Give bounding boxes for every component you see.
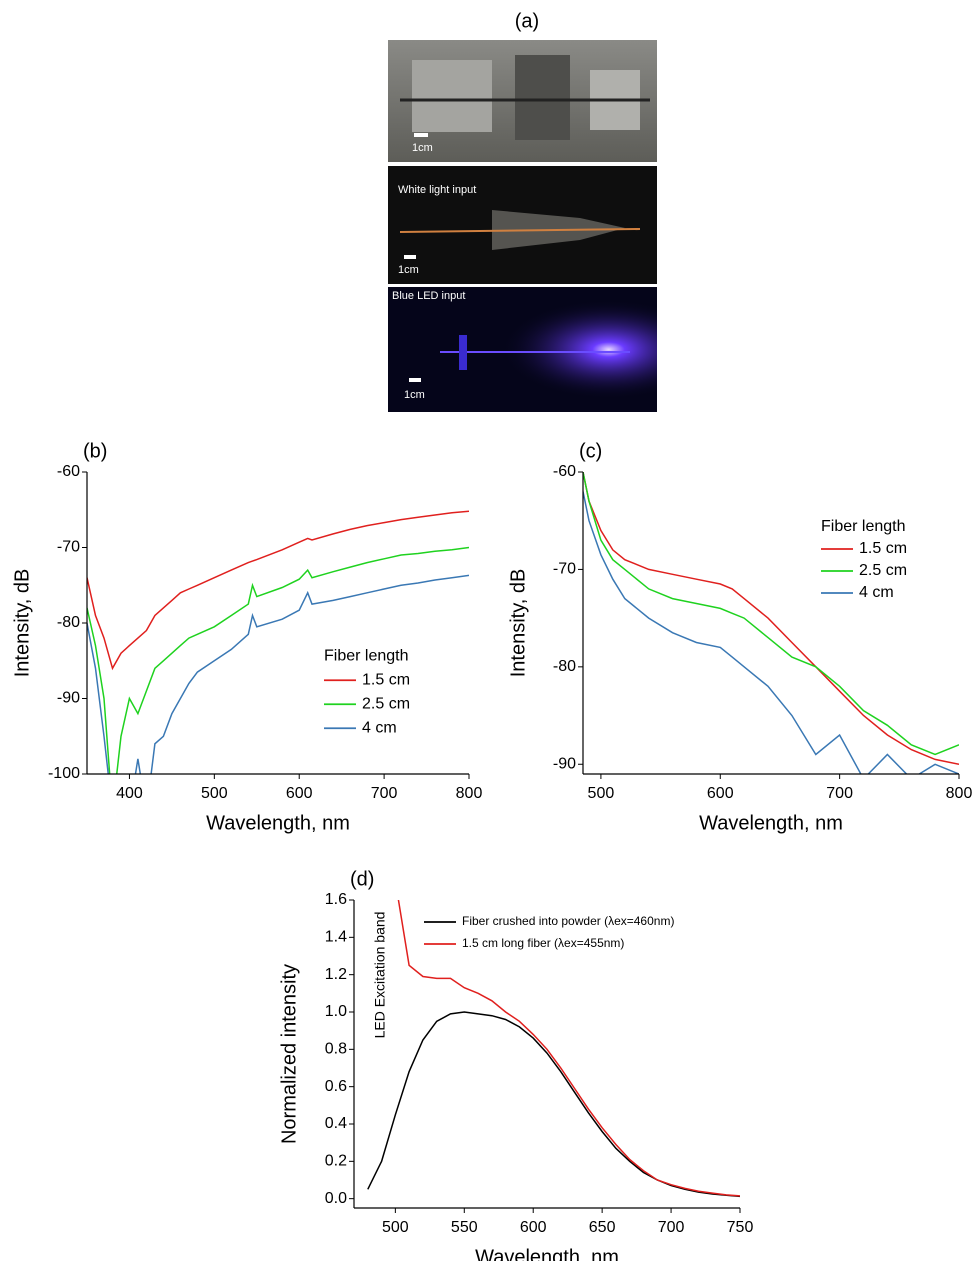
series-line xyxy=(367,1011,740,1198)
y-tick-label: 1.0 xyxy=(325,1003,347,1020)
y-axis-label: Intensity, dB xyxy=(11,569,33,678)
x-tick-label: 400 xyxy=(116,785,143,802)
y-tick-label: -90 xyxy=(553,755,576,772)
x-tick-label: 600 xyxy=(520,1219,547,1236)
scale-bar-label: 1cm xyxy=(404,389,425,401)
series-line xyxy=(583,491,959,774)
x-axis-label: Wavelength, nm xyxy=(206,812,350,834)
plot-area xyxy=(367,900,740,1198)
series-line xyxy=(583,472,959,756)
x-tick-label: 800 xyxy=(946,785,973,802)
caption: White light input xyxy=(398,184,476,196)
x-tick-label: 750 xyxy=(727,1219,754,1236)
y-tick-label: 1.6 xyxy=(325,891,347,908)
series-line xyxy=(87,546,469,774)
series-line xyxy=(87,574,469,774)
legend-label: Fiber crushed into powder (λex=460nm) xyxy=(462,914,674,928)
x-tick-label: 700 xyxy=(371,785,398,802)
y-tick-label: 0.0 xyxy=(325,1190,347,1207)
y-tick-label: -90 xyxy=(57,690,80,707)
panel-label: (a) xyxy=(515,10,539,32)
legend-label: 1.5 cm xyxy=(859,540,907,557)
legend-label: 4 cm xyxy=(362,719,397,736)
x-tick-label: 800 xyxy=(456,785,483,802)
legend-title: Fiber length xyxy=(821,518,906,535)
y-tick-label: -70 xyxy=(553,561,576,578)
x-tick-label: 500 xyxy=(201,785,228,802)
x-tick-label: 600 xyxy=(286,785,313,802)
series-line xyxy=(397,900,740,1197)
x-axis-label: Wavelength, nm xyxy=(475,1246,619,1261)
y-tick-label: 1.4 xyxy=(325,929,347,946)
photo-setup: 1cm xyxy=(388,40,657,162)
x-axis-label: Wavelength, nm xyxy=(699,812,843,834)
x-tick-label: 500 xyxy=(588,785,615,802)
y-tick-label: 0.6 xyxy=(325,1078,347,1095)
x-tick-label: 700 xyxy=(658,1219,685,1236)
panel-label: (b) xyxy=(83,440,107,462)
photo-white-light: White light input 1cm xyxy=(388,166,657,284)
y-tick-label: 0.2 xyxy=(325,1153,347,1170)
y-tick-label: 0.8 xyxy=(325,1041,347,1058)
y-tick-label: -80 xyxy=(57,614,80,631)
x-tick-label: 650 xyxy=(589,1219,616,1236)
y-axis-label: Normalized intensity xyxy=(278,964,300,1144)
annotation: LED Excitation band xyxy=(372,912,388,1039)
series-line xyxy=(583,472,959,766)
panel-label: (d) xyxy=(350,868,374,890)
legend-label: 1.5 cm xyxy=(362,671,410,688)
y-tick-label: 0.4 xyxy=(325,1115,347,1132)
y-tick-label: -60 xyxy=(553,463,576,480)
x-tick-label: 700 xyxy=(826,785,853,802)
photo-blue-led: Blue LED input 1cm xyxy=(388,287,657,412)
legend-label: 2.5 cm xyxy=(859,562,907,579)
caption: Blue LED input xyxy=(392,290,465,302)
legend-label: 1.5 cm long fiber (λex=455nm) xyxy=(462,936,624,950)
y-tick-label: -60 xyxy=(57,463,80,480)
y-tick-label: -80 xyxy=(553,658,576,675)
panel-label: (c) xyxy=(579,440,602,462)
scale-bar-label: 1cm xyxy=(398,264,419,276)
y-tick-label: -70 xyxy=(57,539,80,556)
y-tick-label: -100 xyxy=(48,765,80,782)
x-tick-label: 550 xyxy=(451,1219,478,1236)
legend-label: 4 cm xyxy=(859,584,894,601)
x-tick-label: 500 xyxy=(382,1219,409,1236)
scale-bar-label: 1cm xyxy=(412,142,433,154)
legend-title: Fiber length xyxy=(324,647,409,664)
legend-label: 2.5 cm xyxy=(362,695,410,712)
y-tick-label: 1.2 xyxy=(325,966,347,983)
plot-area xyxy=(87,510,469,774)
plot-area xyxy=(583,472,959,774)
x-tick-label: 600 xyxy=(707,785,734,802)
series-line xyxy=(87,510,469,671)
y-axis-label: Intensity, dB xyxy=(507,569,529,678)
